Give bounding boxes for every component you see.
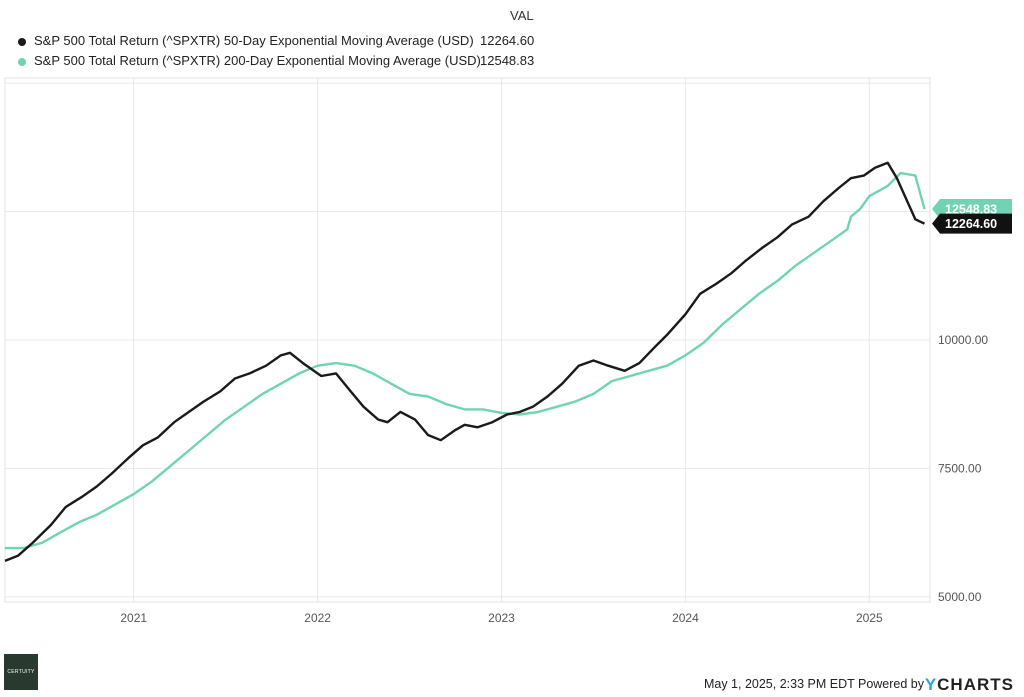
legend-dot-icon: [18, 38, 26, 46]
x-tick-label: 2024: [672, 611, 699, 625]
legend-value: 12264.60: [480, 33, 535, 48]
legend-label: S&P 500 Total Return (^SPXTR) 200-Day Ex…: [34, 53, 481, 68]
legend-dot-icon: [18, 58, 26, 66]
legend: VAL S&P 500 Total Return (^SPXTR) 50-Day…: [0, 0, 620, 80]
x-tick-label: 2023: [488, 611, 515, 625]
x-tick-label: 2025: [856, 611, 883, 625]
x-tick-label: 2021: [120, 611, 147, 625]
end-value-label: 12264.60: [945, 217, 997, 231]
legend-value: 12548.83: [480, 53, 535, 68]
y-tick-label: 5000.00: [938, 590, 982, 604]
legend-header: VAL: [510, 8, 534, 23]
x-tick-label: 2022: [304, 611, 331, 625]
y-tick-label: 10000.00: [938, 333, 988, 347]
legend-label: S&P 500 Total Return (^SPXTR) 50-Day Exp…: [34, 33, 474, 48]
series-line-50day: [4, 161, 926, 563]
end-value-label: 12548.83: [945, 203, 997, 217]
end-value-tag: [932, 213, 1012, 234]
certuity-logo: CERTUITY: [4, 654, 38, 690]
y-tick-label: 7500.00: [938, 461, 982, 475]
ycharts-logo[interactable]: YCHARTS: [925, 675, 1014, 695]
series-line-200day: [5, 171, 926, 550]
brand-prefix: Y: [924, 675, 938, 694]
brand-rest: CHARTS: [937, 675, 1014, 694]
footer-timestamp: May 1, 2025, 2:33 PM EDT Powered by: [703, 677, 924, 691]
